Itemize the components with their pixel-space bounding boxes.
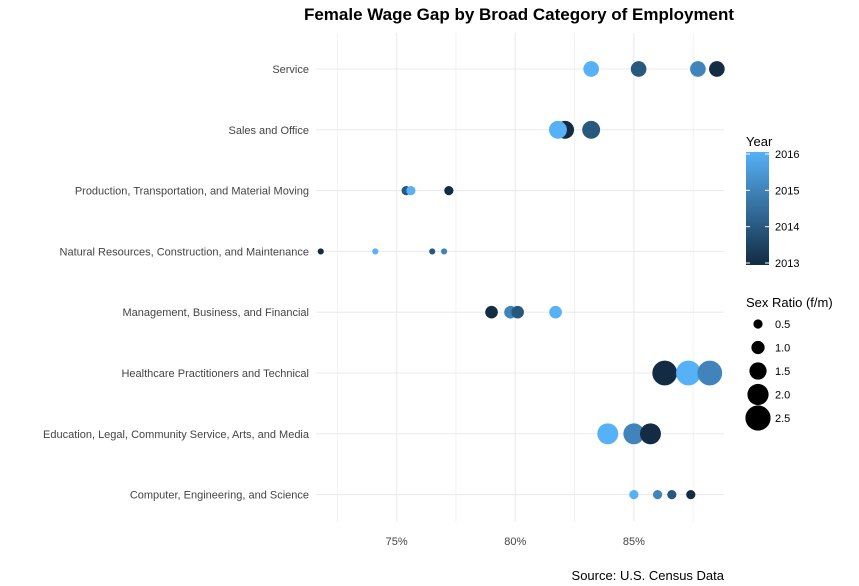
category-label: Computer, Engineering, and Science xyxy=(130,490,309,502)
x-tick-label: 80% xyxy=(504,536,526,548)
data-points xyxy=(317,61,725,500)
category-label: Healthcare Practitioners and Technical xyxy=(121,368,309,380)
data-point xyxy=(623,423,645,445)
year-legend-label: 2015 xyxy=(775,185,799,197)
category-label: Production, Transportation, and Material… xyxy=(75,186,309,198)
sex-ratio-legend-key xyxy=(751,340,765,355)
data-point xyxy=(441,248,448,255)
data-point xyxy=(583,61,599,77)
sex-ratio-legend-key xyxy=(745,405,771,431)
category-label: Service xyxy=(272,64,309,76)
chart-title: Female Wage Gap by Broad Category of Emp… xyxy=(304,5,734,24)
year-legend-label: 2013 xyxy=(775,258,799,270)
data-point xyxy=(709,61,725,77)
year-legend-label: 2016 xyxy=(775,149,799,161)
grid xyxy=(316,33,724,522)
sex-ratio-legend-label: 2.0 xyxy=(775,390,790,402)
year-legend-label: 2014 xyxy=(775,222,799,234)
data-point xyxy=(629,490,639,500)
data-point xyxy=(676,360,701,386)
data-point xyxy=(652,360,678,386)
sex-ratio-legend-title: Sex Ratio (f/m) xyxy=(746,295,833,310)
sex-ratio-legend-label: 1.0 xyxy=(775,343,790,355)
sex-ratio-legend-label: 0.5 xyxy=(775,319,790,331)
category-label: Education, Legal, Community Service, Art… xyxy=(43,429,310,441)
category-label: Management, Business, and Financial xyxy=(123,307,310,319)
data-point xyxy=(372,248,379,255)
data-point xyxy=(511,305,524,319)
x-axis-ticks: 75% 80% 85% xyxy=(386,536,645,548)
data-point xyxy=(317,248,324,255)
data-point xyxy=(597,423,619,445)
x-tick-label: 85% xyxy=(623,536,645,548)
sex-ratio-legend-label: 2.5 xyxy=(775,413,790,425)
data-point xyxy=(444,186,454,196)
category-label: Sales and Office xyxy=(228,125,309,137)
data-point xyxy=(485,305,498,319)
year-legend-title: Year xyxy=(746,134,773,149)
data-point xyxy=(639,423,661,445)
data-point xyxy=(582,120,601,139)
data-point xyxy=(697,360,723,386)
data-point xyxy=(690,61,706,77)
year-colorbar xyxy=(746,152,769,265)
data-point xyxy=(667,490,677,500)
sex-ratio-legend: Sex Ratio (f/m) 0.5 1.0 1.5 2.0 2.5 xyxy=(745,295,833,431)
category-label: Natural Resources, Construction, and Mai… xyxy=(60,246,309,258)
sex-ratio-legend-key xyxy=(753,319,763,329)
data-point xyxy=(686,490,696,500)
data-point xyxy=(630,61,647,77)
source-caption: Source: U.S. Census Data xyxy=(572,568,725,583)
sex-ratio-legend-label: 1.5 xyxy=(775,366,790,378)
sex-ratio-legend-key xyxy=(747,383,769,406)
data-point xyxy=(548,120,567,139)
data-point xyxy=(652,490,663,500)
year-legend: Year 2016 2015 2014 2013 xyxy=(746,134,799,270)
data-point xyxy=(549,305,562,319)
sex-ratio-legend-key xyxy=(749,362,767,380)
data-point xyxy=(429,248,436,255)
category-labels: Service Sales and Office Production, Trans… xyxy=(43,64,310,502)
data-point xyxy=(406,186,416,196)
x-tick-label: 75% xyxy=(386,536,408,548)
